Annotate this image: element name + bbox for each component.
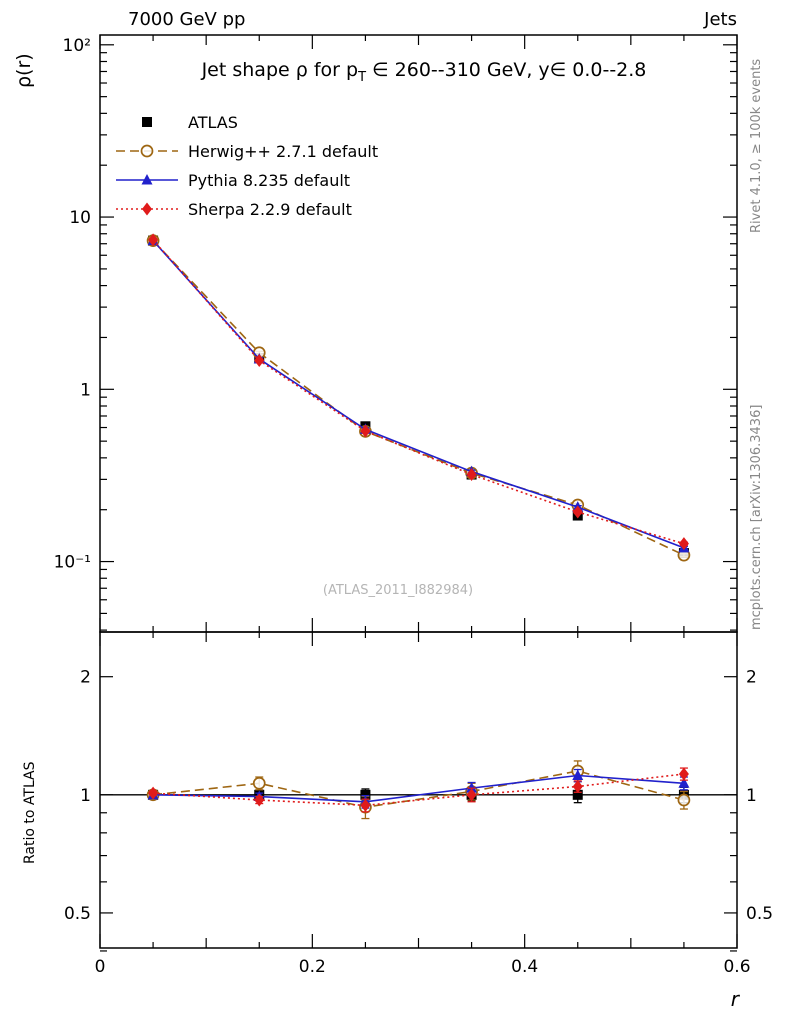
legend-label: Herwig++ 2.7.1 default — [188, 142, 378, 161]
legend: ATLAS Herwig++ 2.7.1 default Pythia 8.235 … — [116, 113, 378, 219]
square-marker — [142, 117, 152, 127]
series-line-ratio — [153, 773, 685, 807]
diamond-marker — [572, 780, 583, 794]
series-line-ratio — [153, 774, 684, 803]
tick-labels: 0 0.2 0.4 0.6 10² 10 1 10⁻¹ 2 2 1 1 0.5 0.5 — [54, 36, 773, 977]
tick-label: 0.5 — [746, 904, 773, 924]
open-circle-marker — [677, 793, 691, 807]
tick-label: 0.5 — [64, 904, 91, 924]
tick-label: 2 — [80, 668, 91, 688]
diamond-marker — [466, 788, 477, 802]
diamond-marker — [360, 424, 371, 438]
series-line-ratio — [152, 770, 685, 808]
triangle-marker — [466, 782, 478, 793]
open-circle-marker — [140, 144, 154, 158]
legend-label: Pythia 8.235 default — [188, 171, 350, 190]
ratio-y-axis-label: Ratio to ATLAS — [22, 761, 38, 864]
diamond-marker — [572, 505, 583, 519]
triangle-marker — [572, 769, 584, 781]
plot-title-subscript: T — [357, 70, 366, 85]
diamond-marker — [678, 537, 689, 551]
series-line-main — [152, 240, 685, 549]
tick-label: 2 — [746, 668, 757, 688]
legend-label: Sherpa 2.2.9 default — [188, 200, 352, 219]
legend-item: Sherpa 2.2.9 default — [116, 200, 352, 219]
open-circle-marker — [252, 776, 266, 790]
diamond-marker — [254, 793, 265, 807]
series-pythia — [147, 234, 690, 809]
y-axis-label: ρ(r) — [13, 53, 35, 88]
tick-label: 0.6 — [723, 957, 750, 977]
plot-title-post: ∈ 260--310 GeV, y∈ 0.0--2.8 — [366, 59, 646, 81]
tick-label: 1 — [80, 380, 91, 400]
series-sherpa — [148, 233, 689, 813]
square-marker — [572, 789, 583, 800]
mcplots-arxiv-label: mcplots.cern.ch [arXiv:1306.3436] — [749, 405, 764, 630]
tick-label: 1 — [746, 786, 757, 806]
triangle-marker — [141, 174, 153, 185]
analysis-watermark: (ATLAS_2011_I882984) — [323, 583, 473, 598]
tick-label: 0.4 — [511, 957, 538, 977]
tick-label: 10² — [63, 36, 91, 56]
diamond-marker — [148, 233, 159, 247]
diamond-marker — [142, 202, 152, 216]
process-label: Jets — [703, 9, 737, 30]
series-line-main — [152, 240, 685, 556]
x-axis-label: r — [731, 987, 741, 1011]
tick-label: 1 — [80, 786, 91, 806]
legend-label: ATLAS — [188, 113, 238, 132]
tick-label: 10 — [69, 208, 91, 228]
legend-item: Herwig++ 2.7.1 default — [116, 142, 378, 161]
ratio-panel-frame — [99, 631, 738, 949]
diamond-marker — [466, 468, 477, 482]
diamond-marker — [148, 786, 159, 800]
plot-title: Jet shape ρ for pT ∈ 260--310 GeV, y∈ 0.… — [201, 59, 647, 85]
legend-item: ATLAS — [142, 113, 238, 132]
chart-layer: 0 0.2 0.4 0.6 10² 10 1 10⁻¹ 2 2 1 1 0.5 0.5 ATLAS Herwi… — [54, 34, 773, 977]
square-marker — [360, 789, 371, 800]
series-herwig — [146, 234, 691, 820]
plot-title-pre: Jet shape ρ for p — [201, 59, 358, 81]
diamond-marker — [360, 798, 371, 812]
diamond-marker — [678, 767, 689, 781]
series-line-main — [152, 239, 685, 545]
tick-label: 10⁻¹ — [54, 553, 91, 573]
rivet-version-label: Rivet 4.1.0, ≥ 100k events — [749, 59, 764, 233]
beam-energy-label: 7000 GeV pp — [128, 9, 245, 30]
tick-label: 0 — [95, 957, 106, 977]
triangle-marker — [678, 777, 690, 788]
diamond-marker — [254, 353, 265, 367]
legend-item: Pythia 8.235 default — [116, 171, 350, 190]
tick-label: 0.2 — [299, 957, 326, 977]
